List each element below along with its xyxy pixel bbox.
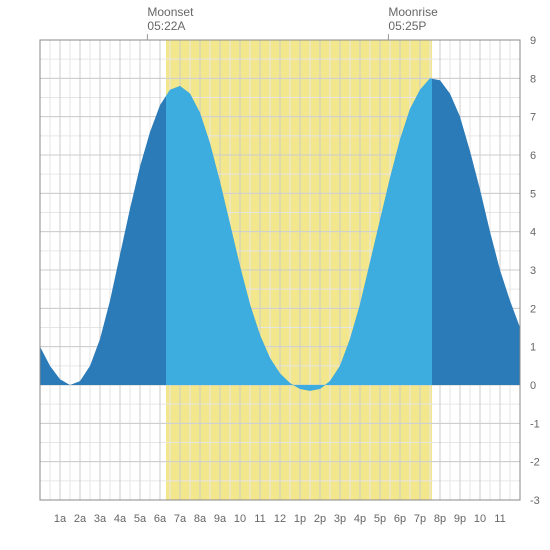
- y-tick-label: 0: [530, 380, 536, 392]
- x-tick-label: 7p: [414, 513, 426, 525]
- x-tick-label: 4p: [354, 513, 366, 525]
- x-tick-label: 10: [474, 513, 486, 525]
- y-tick-label: -3: [530, 495, 540, 507]
- x-tick-label: 3a: [94, 513, 107, 525]
- x-tick-label: 9a: [214, 513, 227, 525]
- x-tick-label: 7a: [174, 513, 187, 525]
- moonset-time: 05:22A: [147, 19, 185, 33]
- moonset-label: Moonset: [147, 5, 194, 19]
- y-tick-label: 1: [530, 342, 536, 354]
- x-tick-label: 6a: [154, 513, 167, 525]
- x-tick-label: 1p: [294, 513, 306, 525]
- x-tick-label: 4a: [114, 513, 127, 525]
- x-tick-label: 3p: [334, 513, 346, 525]
- x-tick-label: 6p: [394, 513, 406, 525]
- y-tick-label: 9: [530, 35, 536, 47]
- y-tick-label: 2: [530, 303, 536, 315]
- x-tick-label: 11: [494, 513, 505, 525]
- x-tick-label: 10: [234, 513, 246, 525]
- x-tick-label: 1a: [54, 513, 67, 525]
- y-tick-label: -2: [530, 457, 540, 469]
- y-tick-label: 4: [530, 227, 536, 239]
- y-tick-label: -1: [530, 418, 540, 430]
- y-tick-label: 3: [530, 265, 536, 277]
- x-tick-label: 2a: [74, 513, 87, 525]
- tide-chart: Moonset05:22A Moonrise05:25P 1a 2a 3a 4a 5a 6a 7…: [0, 0, 550, 550]
- y-tick-label: 5: [530, 188, 536, 200]
- x-tick-label: 12: [274, 513, 286, 525]
- y-tick-label: 6: [530, 150, 536, 162]
- x-tick-label: 11: [254, 513, 265, 525]
- moonrise-label: Moonrise: [388, 5, 438, 19]
- x-tick-label: 9p: [454, 513, 466, 525]
- chart-svg: Moonset05:22A Moonrise05:25P 1a 2a 3a 4a 5a 6a 7…: [0, 0, 550, 550]
- x-tick-label: 5a: [134, 513, 147, 525]
- x-tick-label: 5p: [374, 513, 386, 525]
- y-tick-label: 8: [530, 73, 536, 85]
- y-tick-label: 7: [530, 112, 536, 124]
- moonrise-time: 05:25P: [388, 19, 426, 33]
- x-tick-label: 2p: [314, 513, 326, 525]
- x-tick-label: 8a: [194, 513, 207, 525]
- x-tick-label: 8p: [434, 513, 446, 525]
